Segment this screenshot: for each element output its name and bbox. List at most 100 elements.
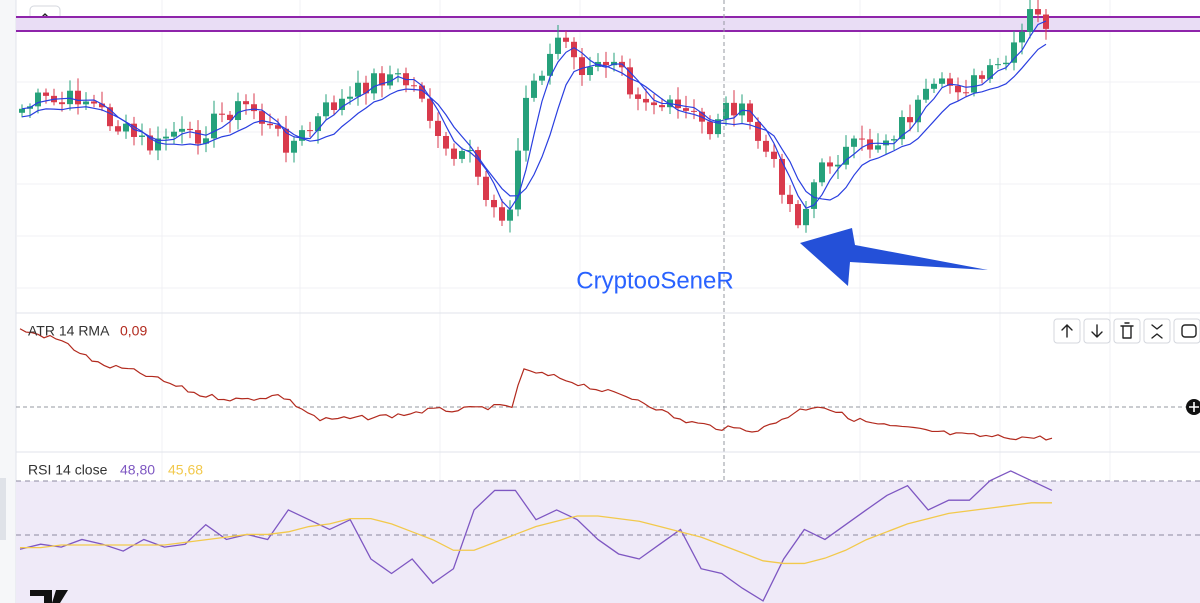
candle	[163, 136, 169, 139]
candle	[771, 151, 777, 159]
candle	[179, 128, 185, 132]
candle	[755, 121, 761, 141]
candle	[331, 102, 337, 111]
candle	[795, 204, 801, 226]
candle	[491, 199, 497, 208]
candle	[347, 96, 353, 99]
watermark: CryptooSeneR	[576, 267, 733, 294]
candle	[339, 98, 345, 111]
candle	[635, 94, 641, 99]
candle	[131, 123, 137, 137]
candle	[267, 123, 273, 126]
candle	[859, 138, 865, 140]
icon	[1061, 324, 1073, 338]
arrow	[800, 228, 988, 286]
rsi-band	[16, 481, 1200, 603]
candle	[187, 128, 193, 131]
candle	[995, 64, 1001, 66]
candle	[915, 99, 921, 123]
candle	[819, 162, 825, 183]
candle	[691, 110, 697, 112]
icon	[1091, 324, 1103, 338]
candle	[195, 130, 201, 144]
candle	[851, 138, 857, 147]
candle	[315, 116, 321, 132]
candle	[275, 125, 281, 129]
candle	[323, 102, 329, 117]
candle	[979, 75, 985, 79]
candle	[83, 101, 89, 105]
candle	[899, 117, 905, 140]
candle	[75, 90, 81, 105]
candle	[59, 102, 65, 105]
candle	[787, 194, 793, 205]
candle	[451, 148, 457, 159]
candle	[243, 101, 249, 105]
candle	[971, 75, 977, 93]
candle	[435, 120, 441, 136]
candle	[987, 65, 993, 79]
toolbar-mark	[0, 478, 6, 540]
candle	[475, 150, 481, 177]
atr-value: 0,09	[120, 323, 147, 339]
collapse-pane-button[interactable]	[1143, 318, 1171, 344]
candle	[171, 131, 177, 137]
candle	[203, 138, 209, 144]
candle	[707, 121, 713, 135]
icon	[1181, 324, 1197, 338]
atr-label: ATR 14 RMA	[28, 323, 110, 339]
resistance-zone	[16, 17, 1200, 31]
candle	[291, 140, 297, 153]
candle	[99, 103, 105, 108]
candle	[683, 108, 689, 111]
candle	[523, 97, 529, 151]
candle	[723, 102, 729, 120]
logo	[30, 590, 68, 603]
candle	[675, 99, 681, 109]
candle	[875, 145, 881, 150]
candle	[395, 73, 401, 75]
candle	[251, 104, 257, 112]
candle	[43, 92, 49, 96]
candle	[547, 53, 553, 76]
candle	[867, 139, 873, 150]
delete-button[interactable]	[1113, 318, 1141, 344]
candle	[219, 113, 225, 115]
candle	[443, 135, 449, 149]
candle	[883, 140, 889, 146]
candle	[259, 111, 265, 124]
candle	[947, 78, 953, 86]
icon	[1189, 402, 1199, 412]
rsi-line	[20, 502, 1052, 565]
candle	[939, 78, 945, 84]
candle	[499, 207, 505, 221]
candle	[19, 108, 25, 113]
candle	[555, 37, 561, 54]
pane-buttons	[1053, 318, 1200, 415]
candle	[427, 98, 433, 121]
candle	[827, 162, 833, 167]
candle	[1019, 31, 1025, 43]
toolbar-edge	[0, 0, 16, 603]
candle	[835, 164, 841, 167]
rsi-line	[19, 470, 1053, 602]
candle	[123, 123, 129, 132]
candle	[747, 103, 753, 122]
icon	[1120, 322, 1134, 339]
candle	[299, 130, 305, 141]
candle	[363, 82, 369, 94]
candle	[907, 117, 913, 123]
candle	[803, 208, 809, 226]
candle	[235, 101, 241, 121]
candle	[211, 113, 217, 139]
candle	[779, 158, 785, 195]
candle	[355, 82, 361, 97]
candle	[283, 128, 289, 153]
candle	[811, 182, 817, 209]
candle	[307, 130, 313, 132]
candle	[515, 150, 521, 210]
candle	[483, 176, 489, 200]
candle	[923, 88, 929, 100]
